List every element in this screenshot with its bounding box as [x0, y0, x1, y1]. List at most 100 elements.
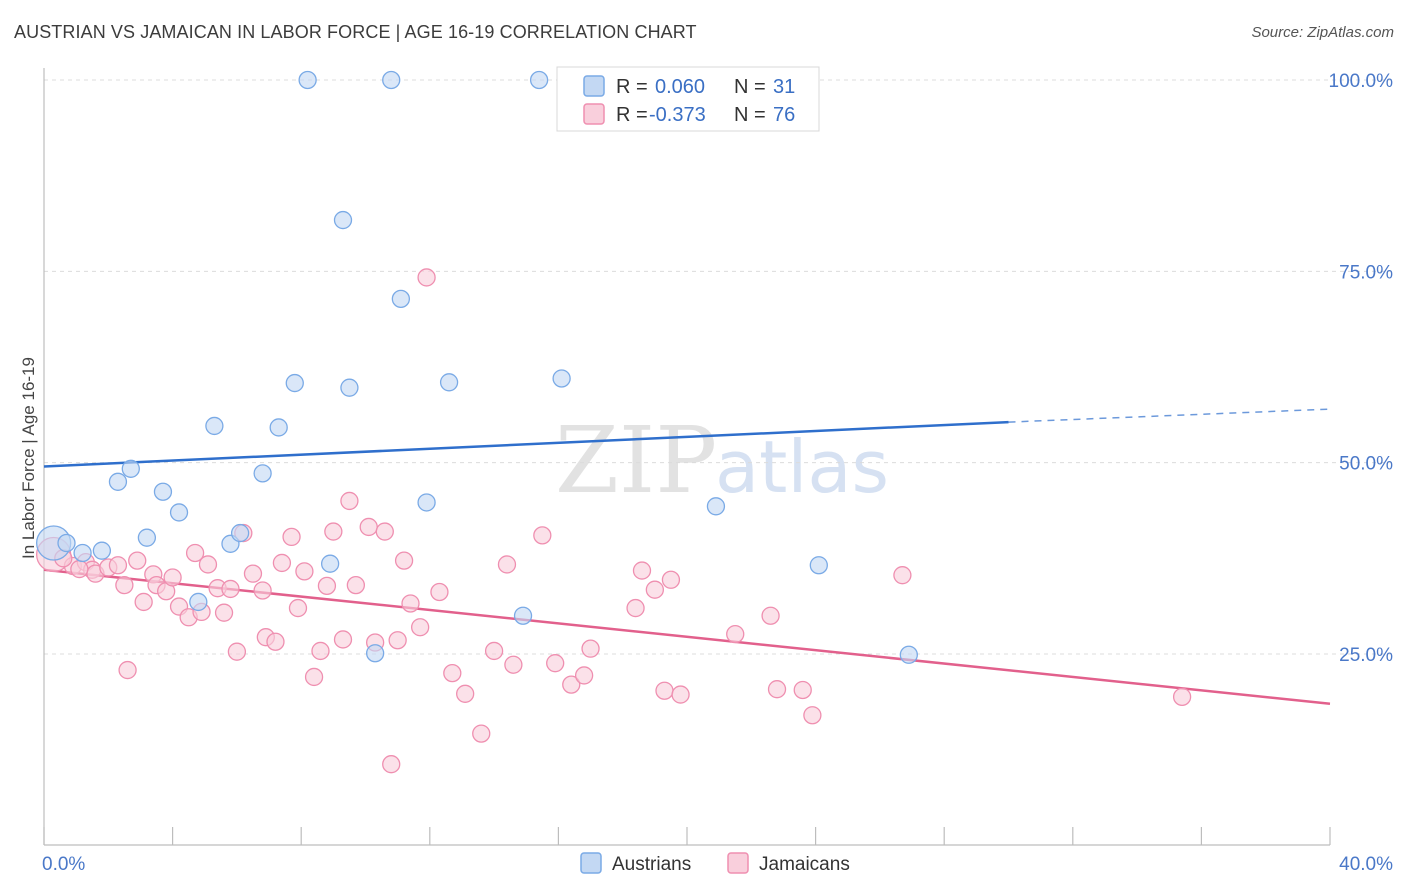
axes — [43, 68, 1331, 846]
data-point-austrians — [269, 418, 288, 437]
data-point-jamaicans — [443, 663, 462, 683]
data-point-jamaicans — [163, 568, 182, 587]
data-point-jamaicans — [221, 579, 240, 599]
data-point-austrians — [706, 497, 726, 516]
data-point-austrians — [108, 472, 128, 491]
legend-n-value-austrians: 31 — [773, 76, 795, 98]
data-point-jamaicans — [1172, 687, 1192, 707]
data-point-jamaicans — [546, 654, 565, 673]
gridlines — [44, 79, 1392, 655]
x-tick-label-min: 0.0% — [42, 854, 85, 875]
data-point-jamaicans — [266, 632, 285, 651]
data-point-austrians — [253, 464, 272, 483]
data-point-jamaicans — [562, 675, 581, 694]
data-point-jamaicans — [417, 268, 436, 287]
data-point-austrians — [365, 644, 385, 663]
data-point-jamaicans — [574, 666, 594, 685]
data-point-austrians — [513, 606, 533, 625]
data-point-jamaicans — [497, 555, 517, 574]
data-point-austrians — [417, 493, 436, 512]
chart-title: AUSTRIAN VS JAMAICAN IN LABOR FORCE | AG… — [14, 22, 697, 42]
data-point-austrians — [809, 556, 828, 575]
data-point-jamaicans — [346, 575, 366, 595]
data-point-jamaicans — [411, 618, 430, 637]
data-point-austrians — [552, 369, 571, 388]
data-point-jamaicans — [243, 564, 263, 583]
legend-n-label-jamaicans: N = — [734, 104, 766, 126]
data-point-jamaicans — [375, 522, 394, 541]
bottom-legend-label-austrians: Austrians — [612, 854, 691, 875]
data-point-austrians — [169, 503, 189, 522]
data-point-jamaicans — [533, 526, 552, 545]
data-point-jamaicans — [893, 566, 912, 585]
data-point-austrians — [320, 554, 340, 573]
data-point-austrians — [333, 210, 353, 230]
data-points — [35, 70, 1192, 774]
data-point-jamaicans — [671, 685, 690, 704]
data-point-jamaicans — [108, 556, 128, 575]
data-point-jamaicans — [632, 561, 652, 580]
watermark-atlas: atlas — [715, 425, 889, 509]
x-tick-label-max: 40.0% — [1339, 854, 1393, 875]
data-point-jamaicans — [388, 631, 407, 650]
y-tick-label-50: 50.0% — [1339, 454, 1393, 475]
data-point-jamaicans — [401, 594, 420, 613]
data-point-jamaicans — [288, 598, 308, 618]
watermark: ZIP atlas — [555, 407, 889, 514]
correlation-legend: R = 0.060 N = 31 R = -0.373 N = 76 — [556, 66, 820, 132]
y-tick-label-75: 75.0% — [1339, 262, 1393, 283]
watermark-zip: ZIP — [555, 407, 717, 514]
data-point-jamaicans — [726, 624, 745, 644]
series-austrians — [35, 70, 918, 664]
bottom-legend-swatch-austrians — [580, 852, 602, 874]
data-point-austrians — [205, 416, 224, 436]
bottom-legend-label-jamaicans: Jamaicans — [759, 854, 850, 875]
data-point-jamaicans — [282, 527, 301, 547]
data-point-jamaicans — [803, 706, 822, 725]
y-axis-label: In Labor Force | Age 16-19 — [19, 357, 38, 559]
data-point-jamaicans — [70, 559, 89, 579]
data-point-austrians — [285, 373, 304, 393]
data-point-austrians — [189, 592, 208, 612]
y-tick-label-100: 100.0% — [1329, 71, 1394, 92]
data-point-austrians — [899, 645, 918, 664]
data-point-jamaicans — [134, 592, 153, 612]
data-point-jamaicans — [333, 630, 353, 649]
data-point-jamaicans — [317, 576, 337, 596]
legend-swatch-jamaicans — [583, 103, 605, 125]
legend-r-value-austrians: 0.060 — [655, 76, 705, 98]
data-point-austrians — [382, 70, 401, 90]
source-label: Source: ZipAtlas.com — [1251, 24, 1394, 41]
legend-r-label-jamaicans: R = — [616, 104, 648, 126]
legend-n-label-austrians: N = — [734, 76, 766, 98]
data-point-jamaicans — [767, 680, 787, 699]
data-point-austrians — [230, 523, 250, 543]
data-point-austrians — [391, 289, 411, 309]
data-point-austrians — [298, 70, 317, 90]
series-legend: Austrians Jamaicans — [580, 852, 850, 875]
data-point-austrians — [340, 378, 359, 397]
y-tick-labels: 25.0% 50.0% 75.0% 100.0% — [1329, 71, 1394, 666]
data-point-jamaicans — [655, 681, 674, 700]
data-point-jamaicans — [295, 562, 314, 581]
data-point-jamaicans — [185, 543, 205, 563]
data-point-austrians — [92, 541, 112, 560]
data-point-jamaicans — [394, 551, 414, 570]
y-tick-label-25: 25.0% — [1339, 645, 1393, 666]
data-point-austrians — [57, 533, 76, 553]
data-point-jamaicans — [227, 642, 247, 661]
data-point-austrians — [137, 528, 157, 547]
data-point-jamaicans — [340, 491, 359, 511]
data-point-jamaicans — [761, 606, 780, 625]
data-point-jamaicans — [198, 555, 218, 574]
data-point-jamaicans — [626, 598, 645, 618]
data-point-jamaicans — [214, 603, 234, 622]
data-point-austrians — [529, 70, 549, 90]
data-point-austrians — [439, 373, 459, 392]
data-point-jamaicans — [128, 551, 147, 570]
data-point-jamaicans — [472, 724, 491, 743]
data-point-jamaicans — [382, 755, 401, 774]
data-point-austrians — [121, 459, 140, 478]
data-point-jamaicans — [304, 667, 324, 687]
